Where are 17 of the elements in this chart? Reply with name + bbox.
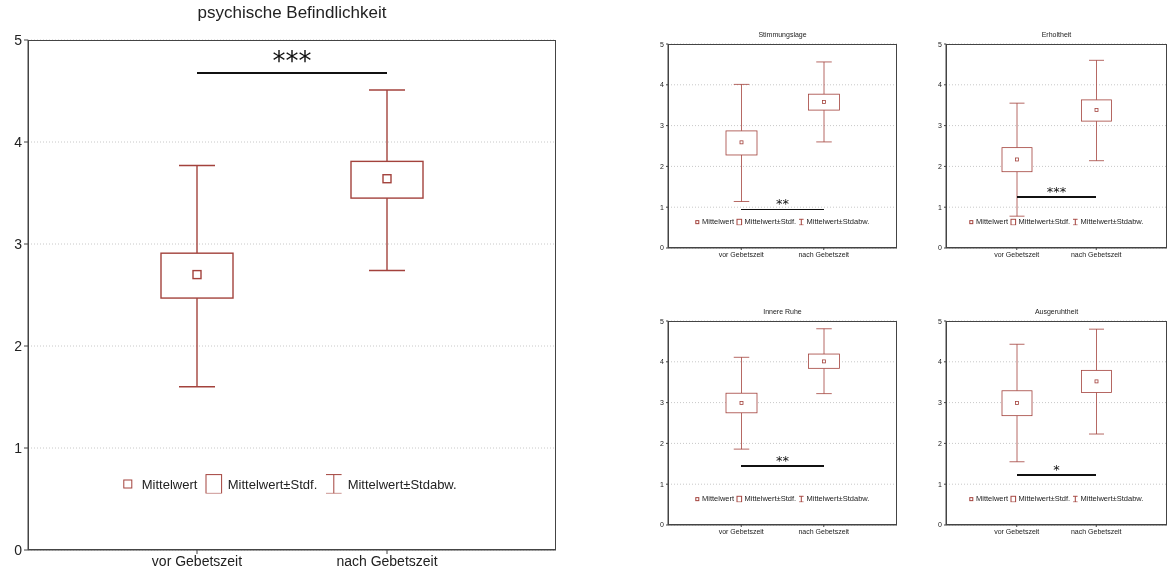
annotation: ** xyxy=(775,452,790,468)
annotation: Mittelwert±Stdf. xyxy=(227,476,318,492)
chart-title: psychische Befindlichkeit xyxy=(196,2,388,24)
annotation: Mittelwert xyxy=(141,476,198,492)
y-tick-label: 3 xyxy=(14,235,23,252)
y-tick-label: 4 xyxy=(14,133,23,150)
annotation: *** xyxy=(1045,183,1068,199)
y-tick-label: 1 xyxy=(14,439,23,456)
x-tick-label: nach Gebetszeit xyxy=(336,552,438,569)
y-tick-label: 0 xyxy=(14,541,23,558)
annotation: Mittelwert±Stdabw. xyxy=(347,476,457,492)
y-tick-label: 2 xyxy=(14,337,23,354)
y-tick-label: 5 xyxy=(14,31,23,48)
x-tick-label: vor Gebetszeit xyxy=(151,552,243,569)
annotation: *** xyxy=(271,45,313,76)
annotation: ** xyxy=(775,196,790,212)
annotation: * xyxy=(1052,461,1061,477)
